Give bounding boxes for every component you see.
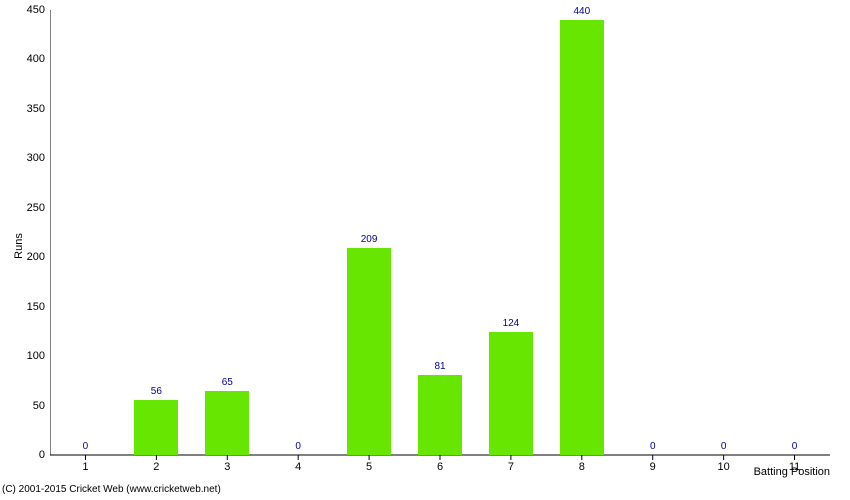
bar [205,391,249,455]
value-label: 0 [295,441,301,452]
plot-area [50,10,830,470]
y-tick-label: 50 [33,400,45,412]
value-label: 209 [361,234,378,245]
x-tick-label: 2 [153,461,159,473]
x-tick-label: 6 [437,461,443,473]
y-tick-label: 0 [39,449,45,461]
value-label: 0 [721,441,727,452]
value-label: 65 [222,377,233,388]
bar [560,20,604,455]
y-tick-label: 200 [27,251,45,263]
x-tick-label: 10 [718,461,730,473]
y-axis-label: Runs [13,233,25,259]
chart-container: 050100150200250300350400450 123456789101… [0,0,850,500]
value-label: 56 [151,386,162,397]
value-label: 440 [573,6,590,17]
x-tick-label: 5 [366,461,372,473]
y-tick-label: 450 [27,4,45,16]
y-tick-label: 350 [27,103,45,115]
x-tick-label: 1 [82,461,88,473]
y-tick-label: 400 [27,53,45,65]
copyright-text: (C) 2001-2015 Cricket Web (www.cricketwe… [2,484,221,495]
bar [134,400,178,455]
bar [489,332,533,455]
bar [418,375,462,455]
x-axis-label: Batting Position [754,466,830,478]
y-tick-label: 100 [27,350,45,362]
y-tick-label: 250 [27,202,45,214]
y-tick-label: 300 [27,152,45,164]
value-label: 0 [792,441,798,452]
value-label: 81 [434,361,445,372]
value-label: 0 [650,441,656,452]
x-tick-label: 7 [508,461,514,473]
x-tick-label: 8 [579,461,585,473]
x-tick-label: 4 [295,461,301,473]
x-tick-label: 9 [650,461,656,473]
x-tick-marks [85,455,794,460]
y-tick-label: 150 [27,301,45,313]
value-label: 124 [503,318,520,329]
x-tick-label: 3 [224,461,230,473]
bar [347,248,391,455]
value-label: 0 [83,441,89,452]
